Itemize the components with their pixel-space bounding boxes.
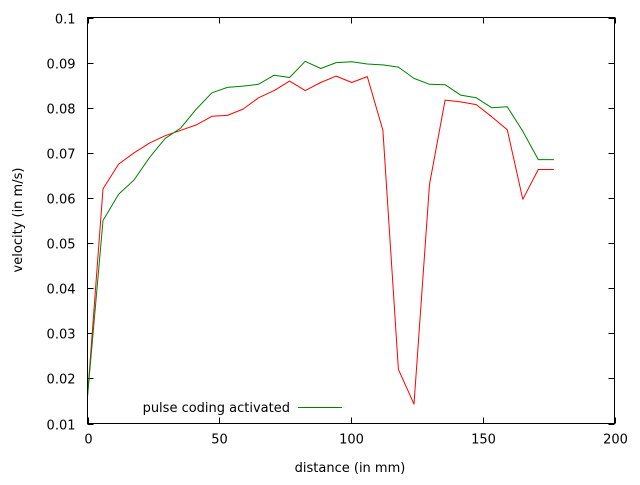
x-tick-label: 100	[339, 433, 364, 448]
tick-label-layer: 0 50 100 150 200 0.01 0.02 0.03 0.04 0.05 0.06 0.07…	[47, 13, 628, 448]
y-tick-label: 0.06	[47, 193, 76, 208]
series-line-0	[87, 60, 554, 397]
legend: pulse coding activated	[143, 401, 342, 416]
y-tick-label: 0.04	[47, 283, 76, 298]
y-tick-label: 0.01	[47, 419, 76, 434]
y-tick-label: 0.03	[47, 328, 76, 343]
y-tick-label: 0.02	[47, 373, 76, 388]
series-layer	[87, 60, 554, 405]
legend-label: pulse coding activated	[143, 401, 290, 416]
x-tick-label: 50	[211, 433, 228, 448]
y-tick-label: 0.07	[47, 148, 76, 163]
x-tick-label: 200	[603, 433, 628, 448]
x-tick-label: 150	[471, 433, 496, 448]
y-tick-label: 0.05	[47, 238, 76, 253]
series-line-1	[87, 75, 554, 405]
y-tick-label: 0.09	[47, 58, 76, 73]
y-tick-label: 0.08	[47, 103, 76, 118]
tick-layer	[87, 17, 616, 425]
y-tick-label: 0.1	[55, 13, 76, 28]
y-axis-label: velocity (in m/s)	[11, 168, 26, 273]
plot-frame	[87, 17, 615, 424]
x-tick-label: 0	[84, 433, 92, 448]
x-axis-label: distance (in mm)	[295, 461, 406, 476]
